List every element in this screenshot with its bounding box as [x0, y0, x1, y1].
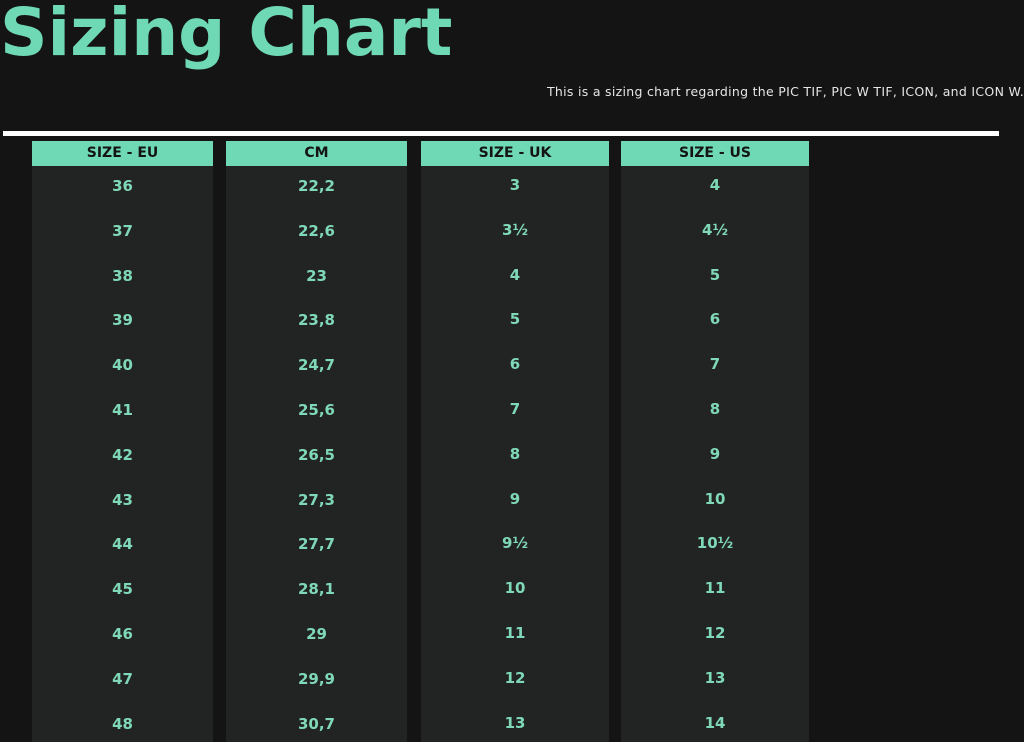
table-cell: 11 [704, 579, 726, 598]
table-cell: 45 [112, 580, 133, 599]
table-cell: 23,8 [297, 311, 335, 330]
table-cell: 42 [112, 445, 133, 464]
table-cell: 3 [509, 176, 521, 194]
table-cell: 11 [504, 624, 526, 642]
table-cell: 29 [306, 625, 327, 643]
table-cell: 46 [112, 625, 133, 643]
divider [3, 131, 999, 136]
table-cell: 10 [704, 489, 726, 508]
table-cell: 27,7 [297, 535, 335, 554]
page-title: Sizing Chart [0, 0, 453, 71]
table-cell: 13 [504, 713, 526, 732]
table-cell: 14 [704, 713, 726, 732]
table-cell: 29,9 [297, 669, 335, 688]
table-cell: 24,7 [297, 356, 335, 375]
table-cell: 48 [112, 714, 133, 733]
table-cell: 12 [704, 624, 726, 642]
table-cell: 12 [504, 668, 526, 687]
table-cell: 47 [112, 669, 133, 688]
table-cell: 40 [112, 356, 133, 375]
table-cell: 28,1 [297, 580, 335, 599]
table-cell: 27,3 [297, 490, 335, 509]
table-cell: 6 [509, 355, 521, 374]
table-cell: 7 [709, 355, 721, 374]
table-cell: 22,6 [297, 221, 335, 240]
table-cell: 7 [509, 400, 521, 418]
table-cell: 36 [112, 177, 133, 195]
table-column: SIZE - UK 3 3½ 4 5 6 7 8 9 9½ 10 11 12 13 [421, 141, 609, 742]
table-cell: 6 [709, 310, 721, 329]
table-cell: 43 [112, 490, 133, 509]
table-cell: 13 [704, 668, 726, 687]
table-cell: 38 [112, 266, 133, 285]
table-cell: 23 [306, 266, 327, 285]
table-cell: 9½ [502, 534, 528, 553]
table-cell: 44 [112, 535, 133, 554]
table-cell: 25,6 [297, 401, 335, 419]
table-cell: 26,5 [297, 445, 335, 464]
table-cell: 41 [112, 401, 133, 419]
table-column: CM 22,2 22,6 23 23,8 24,7 25,6 26,5 27,3 27,7 28,1… [226, 141, 407, 742]
table-cell: 10 [504, 579, 526, 598]
table-cell: 4 [509, 265, 521, 284]
table-cell: 5 [709, 265, 721, 284]
column-header: CM [226, 141, 407, 166]
table-cell: 4 [709, 176, 721, 194]
column-header: SIZE - US [621, 141, 809, 166]
column-header: SIZE - EU [32, 141, 213, 166]
table-cell: 9 [509, 489, 521, 508]
table-column: SIZE - US 4 4½ 5 6 7 8 9 10 10½ 11 12 13 14 [621, 141, 809, 742]
table-cell: 22,2 [297, 177, 335, 195]
table-cell: 5 [509, 310, 521, 329]
table-cell: 4½ [702, 220, 728, 239]
table-column: SIZE - EU 36 37 38 39 40 41 42 43 44 45 46 47 48 [32, 141, 213, 742]
table-cell: 8 [709, 400, 721, 418]
table-cell: 39 [112, 311, 133, 330]
table-cell: 8 [509, 444, 521, 463]
column-header: SIZE - UK [421, 141, 609, 166]
table-cell: 30,7 [297, 714, 335, 733]
subtitle: This is a sizing chart regarding the PIC… [546, 84, 1024, 99]
table-cell: 3½ [502, 220, 528, 239]
table-cell: 10½ [696, 534, 734, 553]
table-cell: 9 [709, 444, 721, 463]
table-cell: 37 [112, 221, 133, 240]
